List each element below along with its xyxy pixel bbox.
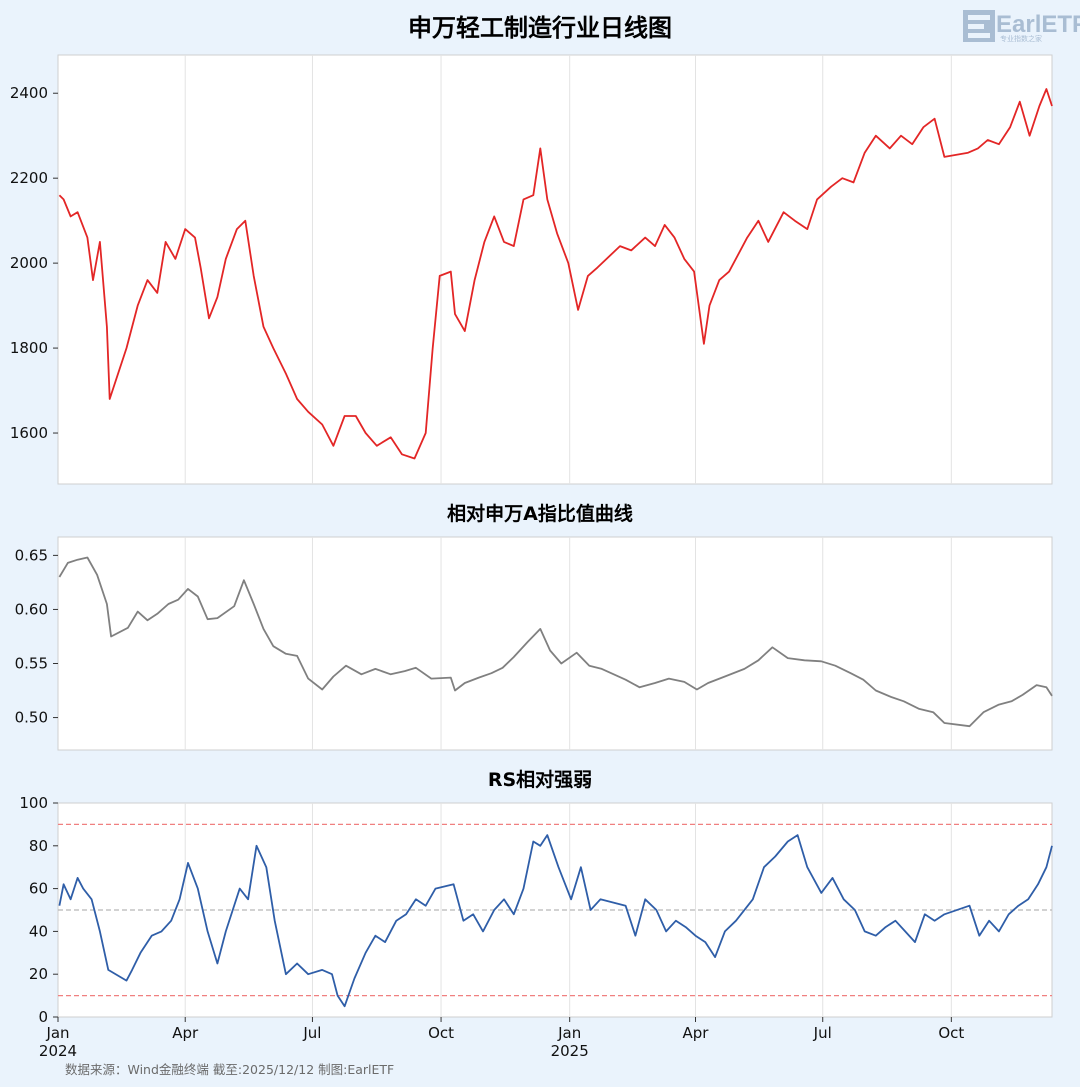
panel-2-series-line bbox=[58, 556, 1053, 728]
y-tick-label: 0.65 bbox=[15, 546, 48, 564]
earletf-logo bbox=[963, 10, 995, 42]
x-tick-label: Apr bbox=[683, 1024, 710, 1042]
y-tick-label: 0.60 bbox=[15, 600, 48, 618]
panel-1-series-line bbox=[58, 88, 1053, 460]
y-tick-label: 20 bbox=[29, 965, 48, 983]
panel-3-series-line bbox=[58, 834, 1053, 1008]
x-tick-label: Jan bbox=[45, 1024, 69, 1042]
y-tick-label: 60 bbox=[29, 880, 48, 898]
panel-1-plot-area bbox=[57, 54, 1053, 485]
y-tick-label: 40 bbox=[29, 922, 48, 940]
y-tick-label: 80 bbox=[29, 837, 48, 855]
panel-3-title: RS相对强弱 bbox=[488, 768, 592, 791]
x-tick-label: Jan bbox=[557, 1024, 581, 1042]
y-tick-label: 1800 bbox=[10, 339, 48, 357]
x-tick-label: Oct bbox=[428, 1024, 454, 1042]
logo-text: EarlETF bbox=[996, 11, 1080, 38]
y-tick-label: 0.55 bbox=[15, 655, 48, 673]
x-tick-label: Jul bbox=[813, 1024, 832, 1042]
x-tick-year-label: 2025 bbox=[551, 1042, 589, 1060]
panel-1-title: 申万轻工制造行业日线图 bbox=[408, 14, 672, 42]
logo-subtext: 专业指数之家 bbox=[1000, 34, 1042, 43]
panel-2-title: 相对申万A指比值曲线 bbox=[447, 502, 633, 525]
y-tick-label: 2200 bbox=[10, 169, 48, 187]
data-source-footer: 数据来源：Wind金融终端 截至:2025/12/12 制图:EarlETF bbox=[65, 1062, 394, 1077]
panel-2-plot-area bbox=[57, 536, 1053, 751]
y-tick-label: 2000 bbox=[10, 254, 48, 272]
logo-bar bbox=[968, 24, 984, 29]
x-tick-label: Apr bbox=[172, 1024, 199, 1042]
logo-bar bbox=[968, 33, 990, 38]
x-tick-label: Jul bbox=[302, 1024, 321, 1042]
x-tick-label: Oct bbox=[938, 1024, 964, 1042]
y-tick-label: 2400 bbox=[10, 84, 48, 102]
y-tick-label: 0.50 bbox=[15, 709, 48, 727]
y-tick-label: 100 bbox=[19, 794, 48, 812]
y-tick-label: 1600 bbox=[10, 424, 48, 442]
x-tick-year-label: 2024 bbox=[39, 1042, 77, 1060]
y-tick-label: 0 bbox=[38, 1008, 48, 1026]
logo-bar bbox=[968, 15, 990, 20]
